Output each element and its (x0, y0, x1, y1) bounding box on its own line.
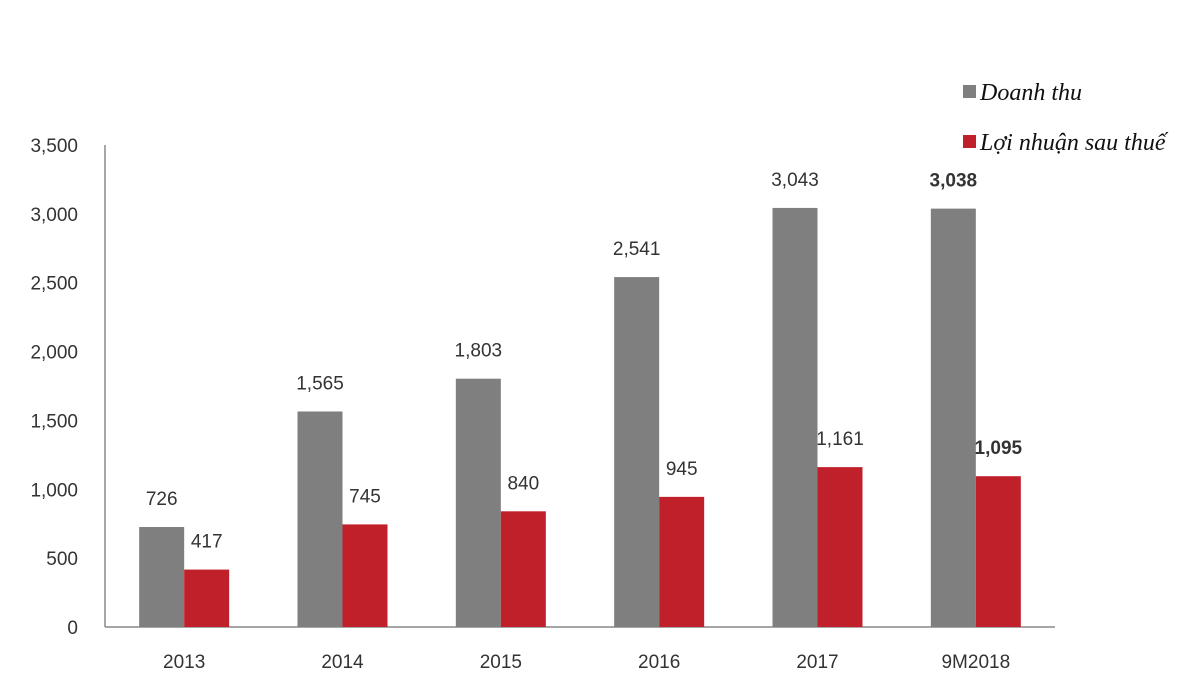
data-label-profit: 840 (507, 473, 539, 494)
y-tick-label: 2,500 (30, 274, 78, 295)
bars: 726 417 1,565 745 1,803 840 2,541 945 3,043 1,161… (139, 170, 1023, 627)
data-label-revenue: 2,541 (613, 239, 661, 260)
bar-revenue (772, 207, 818, 627)
x-tick-label: 2014 (321, 652, 364, 673)
data-label-revenue: 1,565 (296, 373, 344, 394)
y-tick-label: 1,000 (30, 480, 78, 501)
bar-revenue (297, 411, 343, 627)
data-label-profit: 1,095 (975, 438, 1023, 459)
bar-revenue (930, 208, 976, 627)
legend: Doanh thu Lợi nhuận sau thuế (963, 80, 1169, 156)
data-label-profit: 745 (349, 486, 381, 507)
y-tick-label: 500 (46, 549, 78, 570)
data-label-revenue: 3,043 (771, 170, 819, 191)
legend-label-profit: Lợi nhuận sau thuế (979, 130, 1169, 156)
bar-profit (184, 569, 230, 627)
x-axis: 2013 2014 2015 2016 2017 9M2018 (105, 626, 1055, 673)
bar-profit (659, 496, 705, 627)
data-label-revenue: 3,038 (930, 171, 978, 192)
bar-profit (817, 467, 863, 627)
y-tick-label: 3,000 (30, 205, 78, 226)
legend-label-revenue: Doanh thu (979, 80, 1082, 106)
x-tick-label: 2013 (163, 652, 205, 673)
x-tick-label: 2015 (480, 652, 522, 673)
bar-revenue (139, 527, 185, 627)
bar-revenue (455, 378, 501, 627)
data-label-profit: 417 (191, 532, 223, 553)
y-tick-label: 1,500 (30, 411, 78, 432)
bar-profit (342, 524, 388, 627)
y-tick-label: 0 (67, 618, 78, 639)
legend-swatch-revenue (963, 85, 976, 98)
bar-revenue (614, 277, 660, 627)
bar-profit (975, 476, 1021, 627)
y-tick-label: 2,000 (30, 343, 78, 364)
bar-profit (500, 511, 546, 627)
x-tick-label: 2017 (796, 652, 838, 673)
data-label-profit: 945 (666, 459, 698, 480)
data-label-profit: 1,161 (816, 429, 864, 450)
data-label-revenue: 1,803 (455, 341, 503, 362)
x-tick-label: 2016 (638, 652, 680, 673)
data-label-revenue: 726 (146, 489, 178, 510)
x-tick-label: 9M2018 (941, 652, 1010, 673)
y-axis: 0 500 1,000 1,500 2,000 2,500 3,000 3,500 (30, 136, 106, 639)
legend-swatch-profit (963, 135, 976, 148)
y-tick-label: 3,500 (30, 136, 78, 157)
